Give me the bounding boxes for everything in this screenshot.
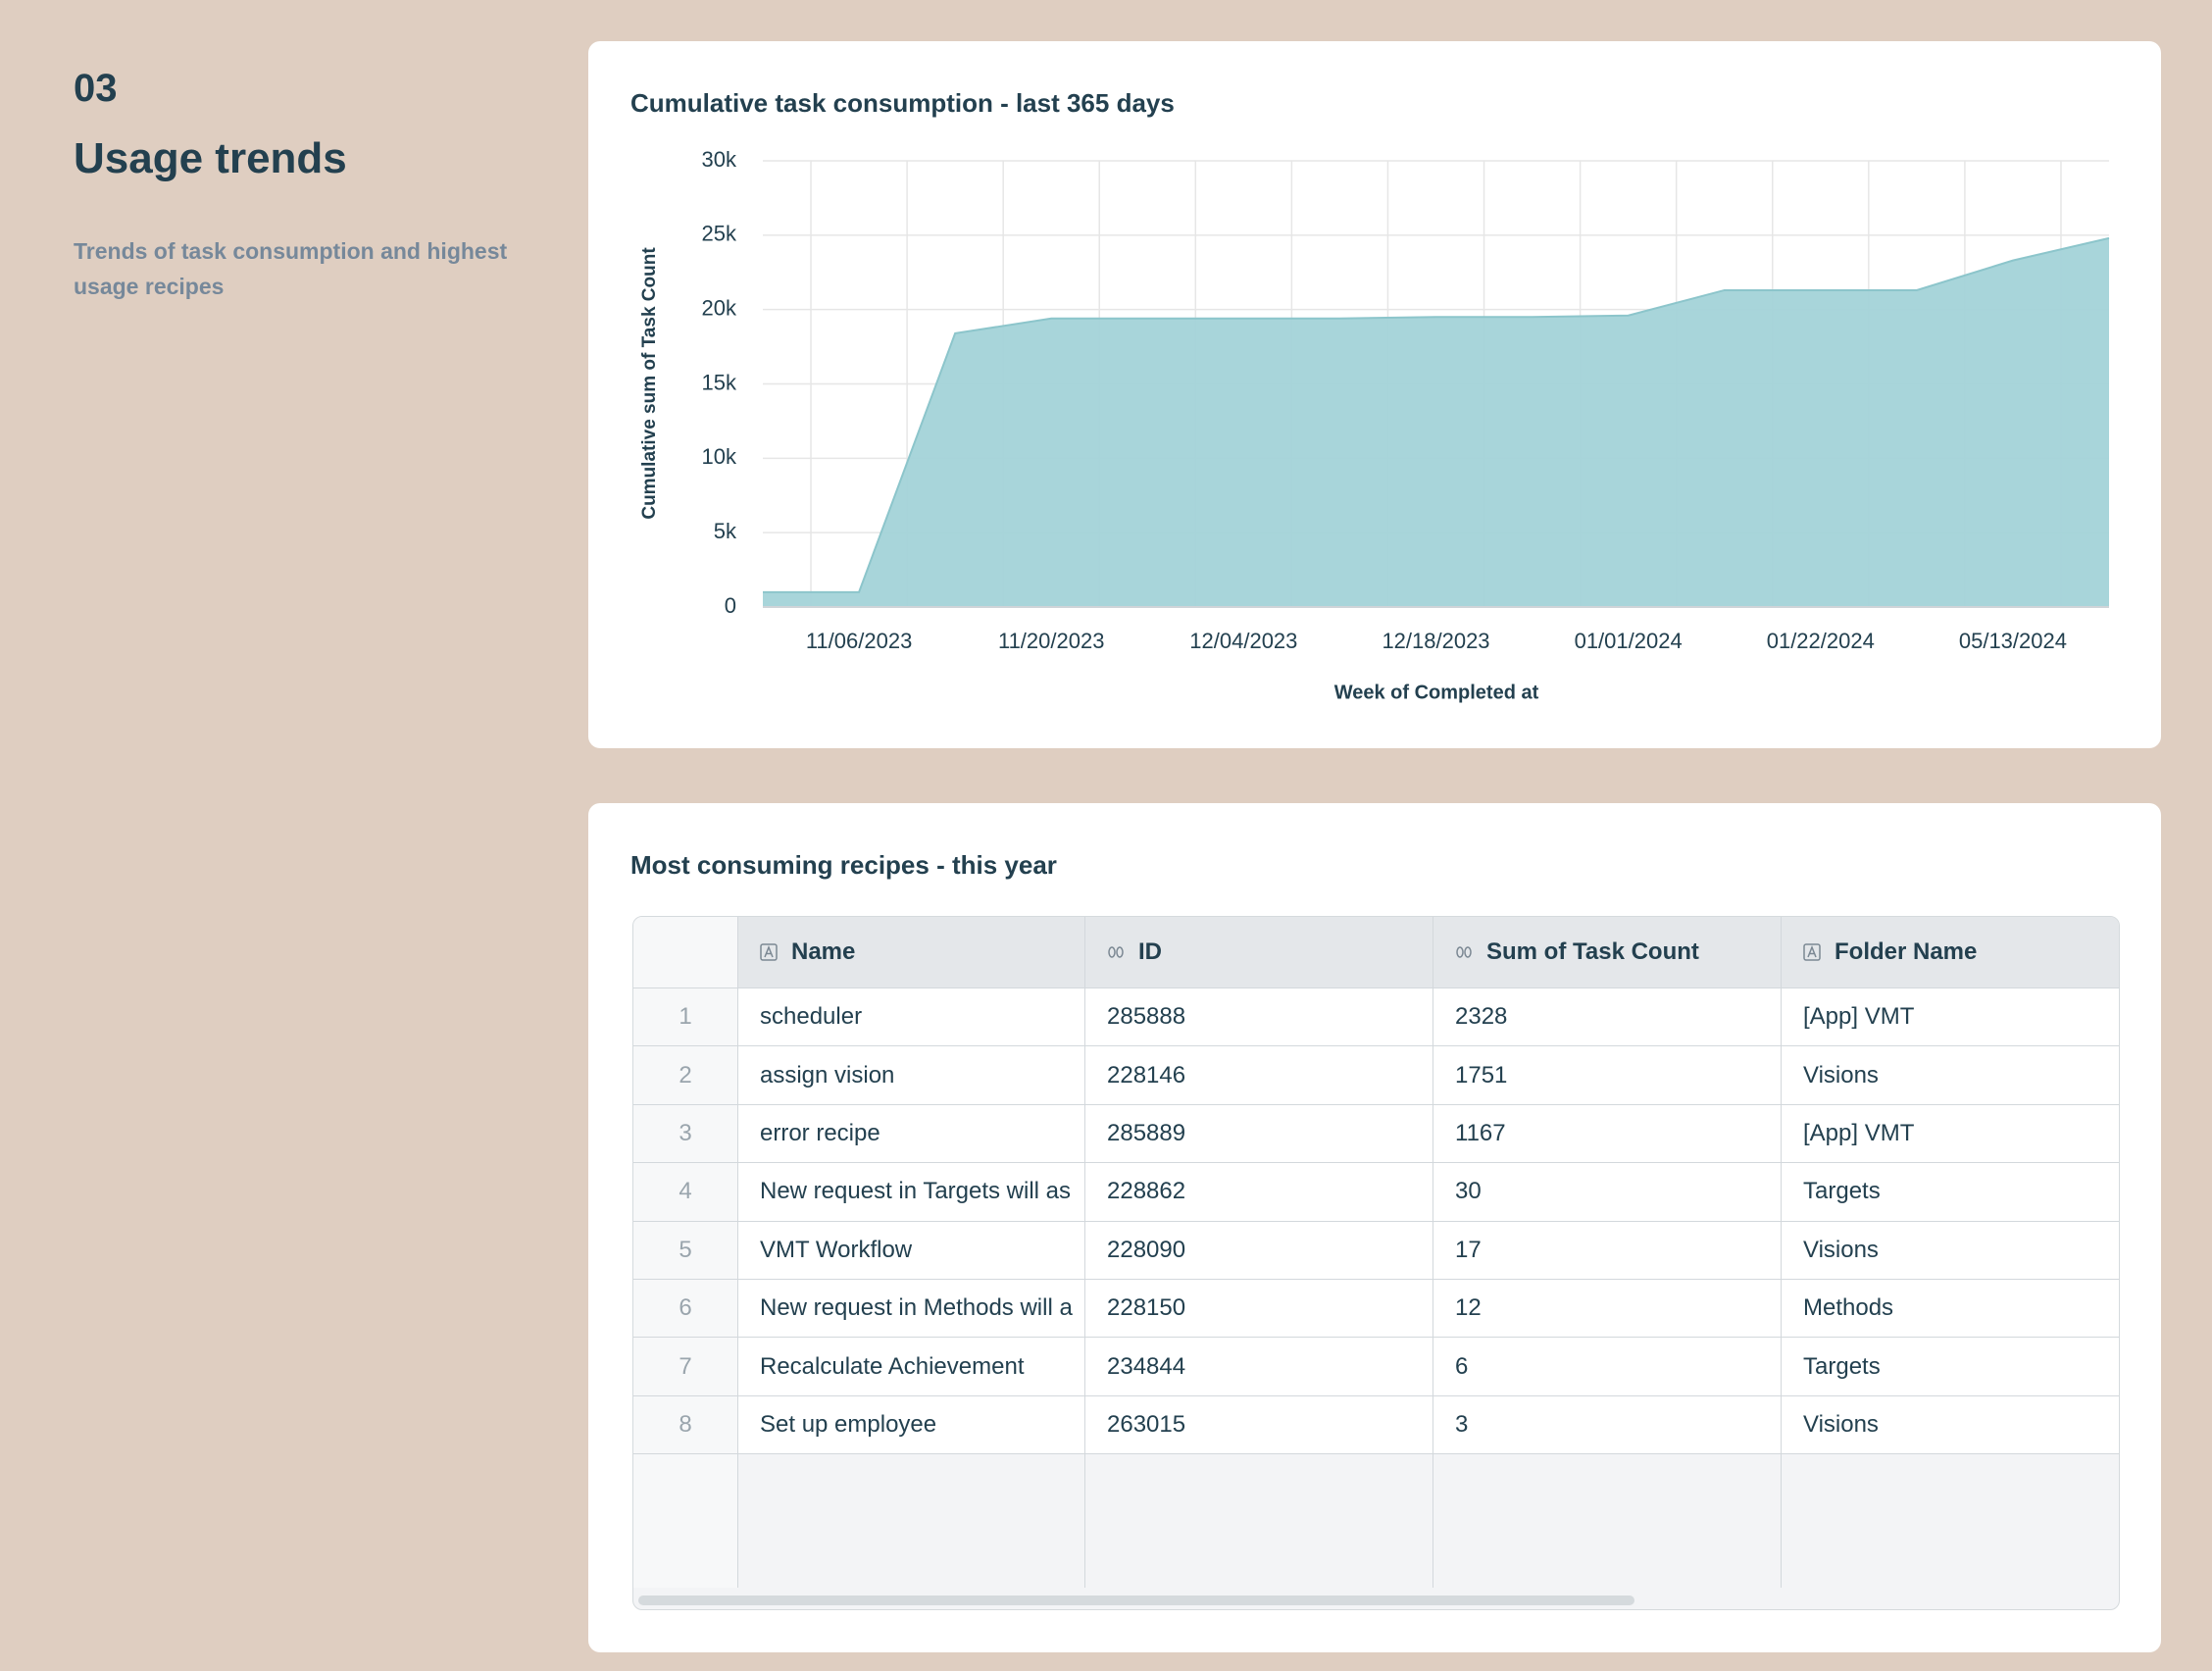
table-cell: Visions [1782, 1395, 2119, 1455]
scrollbar[interactable] [638, 1595, 1634, 1605]
table-cell: 1751 [1433, 1046, 1782, 1105]
column-header: ID [1085, 917, 1433, 988]
number-type-icon [1108, 946, 1124, 958]
chart-title: Cumulative task consumption - last 365 d… [630, 88, 1175, 118]
x-tick-label: 05/13/2024 [1959, 629, 2067, 653]
table: Name ID Sum of Task Count Folder Name 1 sched… [632, 916, 2120, 1610]
x-tick-label: 11/06/2023 [806, 629, 912, 653]
empty-area [633, 1454, 738, 1589]
table-cell: New request in Methods will a [738, 1280, 1085, 1339]
column-header: Folder Name [1782, 917, 2119, 988]
table-title: Most consuming recipes - this year [630, 850, 1057, 880]
table-cell: Visions [1782, 1221, 2119, 1280]
table-cell: 263015 [1085, 1395, 1433, 1455]
column-header-text: Sum of Task Count [1486, 938, 1699, 965]
y-tick-label: 25k [702, 222, 737, 246]
table-cell: 228862 [1085, 1163, 1433, 1222]
column-header-text: Name [791, 938, 856, 965]
x-tick-label: 12/04/2023 [1189, 629, 1297, 653]
table-cell: 17 [1433, 1221, 1782, 1280]
section-number: 03 [74, 67, 118, 110]
area [763, 237, 2109, 607]
empty-area [1433, 1454, 1782, 1589]
row-number: 6 [633, 1280, 738, 1339]
table-cell: 228146 [1085, 1046, 1433, 1105]
text-type-icon [1803, 943, 1821, 961]
number-type-icon [1456, 946, 1472, 958]
y-axis-title: Cumulative sum of Task Count [639, 247, 660, 520]
table-cell: 3 [1433, 1395, 1782, 1455]
x-tick-label: 12/18/2023 [1382, 629, 1489, 653]
column-header: Name [738, 917, 1085, 988]
table-cell: Methods [1782, 1280, 2119, 1339]
table-cell: Set up employee [738, 1395, 1085, 1455]
chart-card: Cumulative task consumption - last 365 d… [588, 41, 2161, 748]
table-cell: 285888 [1085, 988, 1433, 1047]
table-cell: 30 [1433, 1163, 1782, 1222]
y-tick-label: 5k [714, 519, 737, 543]
x-tick-label: 01/01/2024 [1575, 629, 1683, 653]
y-tick-label: 30k [702, 147, 737, 172]
chart: 0 5k 10k 15k 20k 25k 30k 11/06/2023 11/20/2023 12… [639, 147, 2110, 703]
table-cell: 285889 [1085, 1104, 1433, 1164]
y-tick-label: 0 [725, 593, 736, 618]
x-tick-label: 01/22/2024 [1767, 629, 1875, 653]
table-cell: Targets [1782, 1163, 2119, 1222]
text-type-icon [760, 943, 778, 961]
empty-area [1782, 1454, 2119, 1589]
table-cell: Recalculate Achievement [738, 1338, 1085, 1396]
table-cell: 234844 [1085, 1338, 1433, 1396]
table-cell: scheduler [738, 988, 1085, 1047]
table-cell: [App] VMT [1782, 1104, 2119, 1164]
empty-area [738, 1454, 1085, 1589]
column-header-text: Folder Name [1835, 938, 1978, 965]
x-tick-label: 11/20/2023 [998, 629, 1104, 653]
row-number: 2 [633, 1046, 738, 1105]
row-number: 7 [633, 1338, 738, 1396]
y-tick-label: 10k [702, 444, 737, 469]
row-number: 5 [633, 1221, 738, 1280]
column-header-text: ID [1138, 938, 1162, 965]
row-number: 1 [633, 988, 738, 1047]
table-card: Most consuming recipes - this year Name I… [588, 803, 2161, 1652]
table-cell: 2328 [1433, 988, 1782, 1047]
empty-area [1085, 1454, 1433, 1589]
section-description: Trends of task consumption and highest u… [74, 238, 508, 299]
table-cell: Visions [1782, 1046, 2119, 1105]
table-cell: 1167 [1433, 1104, 1782, 1164]
table-cell: 6 [1433, 1338, 1782, 1396]
table-cell: VMT Workflow [738, 1221, 1085, 1280]
x-axis-title: Week of Completed at [1334, 682, 1539, 703]
table-cell: 12 [1433, 1280, 1782, 1339]
y-tick-label: 15k [702, 370, 737, 394]
table-cell: [App] VMT [1782, 988, 2119, 1047]
row-number: 8 [633, 1395, 738, 1455]
y-tick-label: 20k [702, 295, 737, 320]
header-corner [633, 917, 738, 988]
table-cell: assign vision [738, 1046, 1085, 1105]
row-number: 4 [633, 1163, 738, 1222]
row-number: 3 [633, 1104, 738, 1164]
table-cell: 228150 [1085, 1280, 1433, 1339]
table-cell: New request in Targets will as [738, 1163, 1085, 1222]
table-cell: Targets [1782, 1338, 2119, 1396]
table-cell: 228090 [1085, 1221, 1433, 1280]
table-cell: error recipe [738, 1104, 1085, 1164]
section-title: Usage trends [74, 134, 347, 182]
area-line [763, 236, 2110, 593]
column-header: Sum of Task Count [1433, 917, 1782, 988]
